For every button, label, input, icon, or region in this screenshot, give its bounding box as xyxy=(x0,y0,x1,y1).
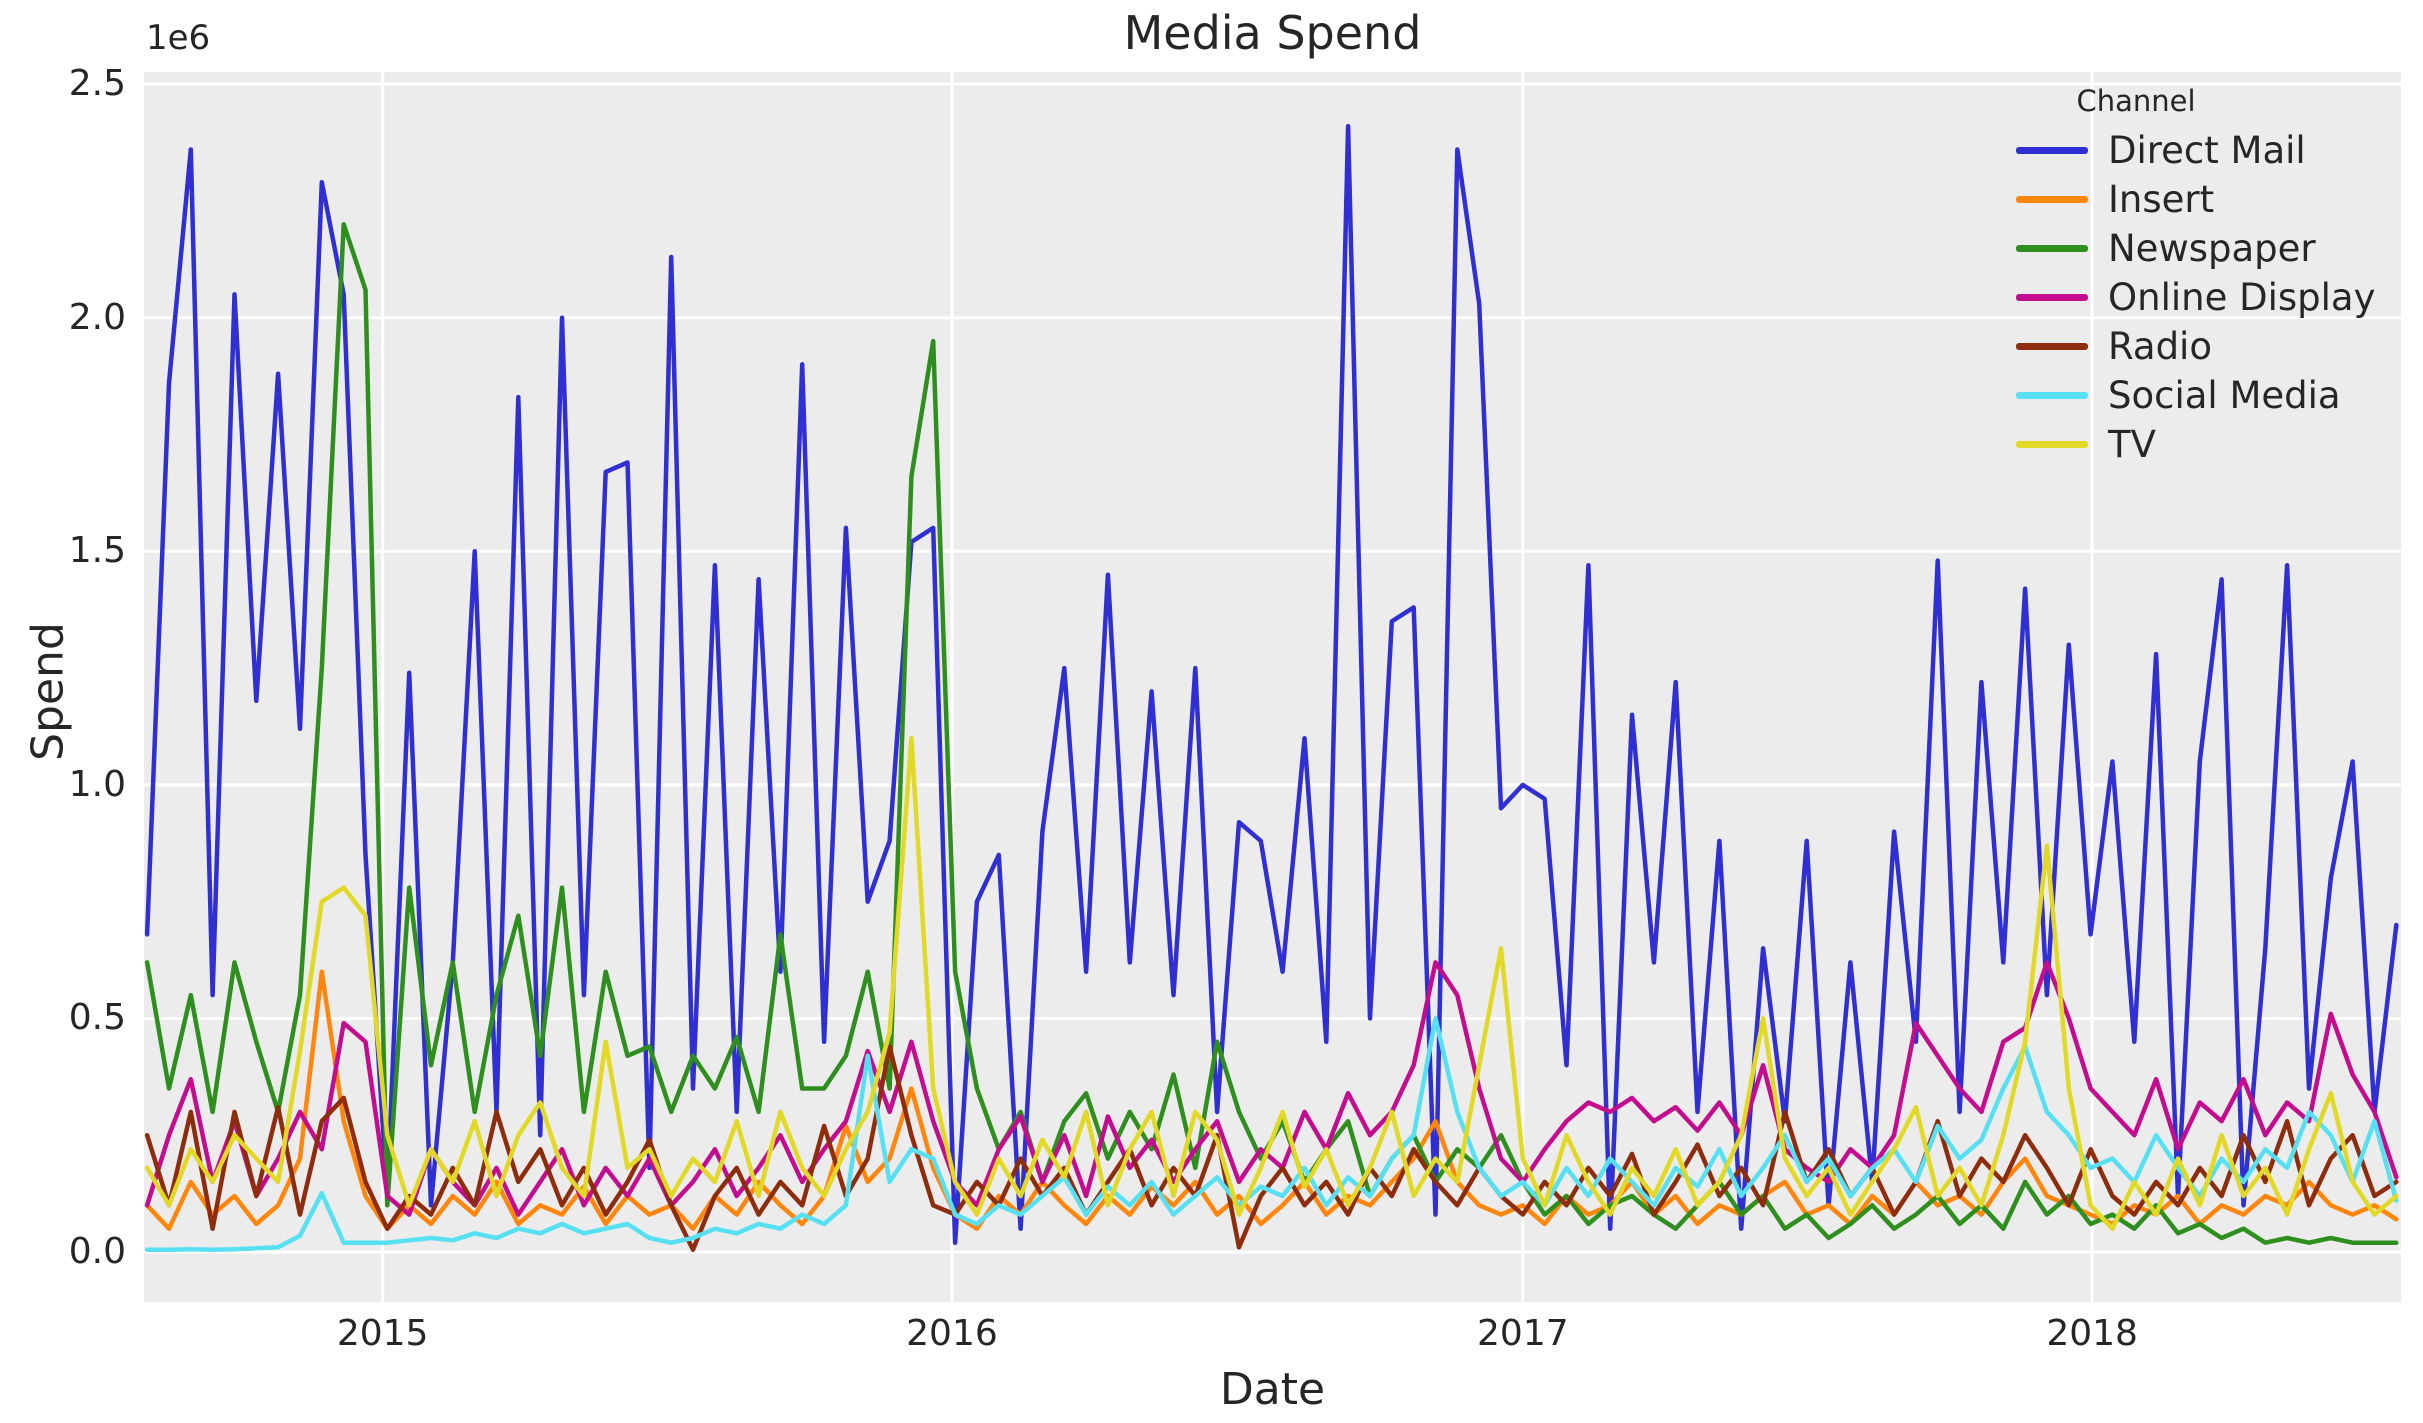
legend-item: Insert xyxy=(2016,175,2396,224)
legend-title: Channel xyxy=(2076,84,2196,118)
legend-item: Newspaper xyxy=(2016,224,2396,273)
legend-swatch-tv xyxy=(2016,441,2088,448)
x-tick-label: 2015 xyxy=(336,1313,429,1354)
legend-label: Direct Mail xyxy=(2108,129,2306,172)
x-tick-label: 2016 xyxy=(906,1313,998,1354)
legend-item: Social Media xyxy=(2016,371,2396,420)
legend-label: Online Display xyxy=(2108,276,2376,319)
legend-swatch-direct-mail xyxy=(2016,147,2088,154)
y-axis-offset-label: 1e6 xyxy=(146,18,211,58)
legend-items: Direct Mail Insert Newspaper Online Display… xyxy=(2016,126,2396,469)
legend-swatch-social-media xyxy=(2016,392,2088,399)
legend-label: Radio xyxy=(2108,325,2212,368)
series-line-tv xyxy=(144,735,2399,1231)
series-line-radio xyxy=(144,1044,2399,1252)
legend-swatch-radio xyxy=(2016,343,2088,350)
series-line-online-display xyxy=(144,960,2399,1217)
chart-title: Media Spend xyxy=(1123,6,1422,60)
x-axis-label: Date xyxy=(1219,1364,1326,1415)
legend: Channel Direct Mail Insert Newspaper Online… xyxy=(2016,84,2396,469)
y-tick-label: 2.0 xyxy=(68,296,126,338)
legend-label: TV xyxy=(2108,423,2156,466)
y-tick-label: 0.5 xyxy=(68,997,126,1039)
y-tick-label: 1.0 xyxy=(68,763,126,805)
series-line-insert xyxy=(144,969,2399,1231)
plot-area xyxy=(144,72,2401,1302)
legend-swatch-insert xyxy=(2016,196,2088,203)
x-tick-label: 2018 xyxy=(2046,1313,2138,1354)
y-tick-label: 1.5 xyxy=(68,530,126,572)
x-tick-label: 2017 xyxy=(1477,1313,1569,1354)
legend-label: Insert xyxy=(2108,178,2215,221)
y-tick-label: 0.0 xyxy=(68,1231,126,1272)
legend-item: TV xyxy=(2016,420,2396,469)
legend-swatch-online-display xyxy=(2016,294,2088,301)
series-line-direct-mail xyxy=(144,123,2399,1245)
legend-item: Radio xyxy=(2016,322,2396,371)
legend-label: Social Media xyxy=(2108,374,2341,417)
legend-item: Online Display xyxy=(2016,273,2396,322)
legend-item: Direct Mail xyxy=(2016,126,2396,175)
legend-swatch-newspaper xyxy=(2016,245,2088,252)
y-tick-label: 2.5 xyxy=(68,63,126,105)
legend-label: Newspaper xyxy=(2108,227,2316,270)
